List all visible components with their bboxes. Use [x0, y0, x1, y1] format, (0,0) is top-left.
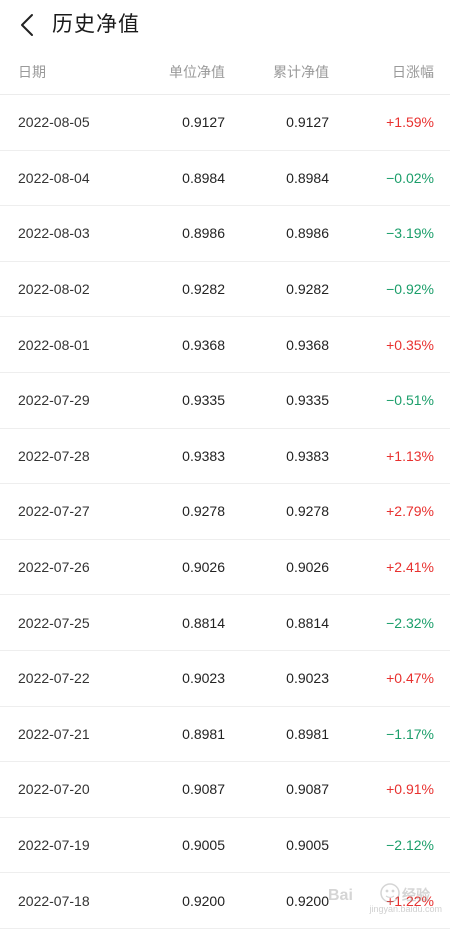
- row-date: 2022-07-26: [18, 559, 90, 576]
- row-unit-nav: 0.9200: [182, 892, 225, 909]
- row-unit-nav: 0.9282: [182, 281, 225, 298]
- row-daily-change: +0.47%: [386, 670, 434, 687]
- watermark-url: jingyan.baidu.com: [369, 904, 442, 914]
- row-date: 2022-07-18: [18, 892, 90, 909]
- row-accumulated-nav: 0.9335: [286, 392, 329, 409]
- row-accumulated-nav: 0.8984: [286, 169, 329, 186]
- row-date: 2022-07-21: [18, 725, 90, 742]
- table-row[interactable]: 2022-07-28 0.9383 0.9383 +1.13%: [0, 429, 450, 485]
- row-date: 2022-07-22: [18, 670, 90, 687]
- row-accumulated-nav: 0.9087: [286, 781, 329, 798]
- table-row[interactable]: 2022-08-02 0.9282 0.9282 −0.92%: [0, 262, 450, 318]
- row-accumulated-nav: 0.9383: [286, 447, 329, 464]
- row-unit-nav: 0.9368: [182, 336, 225, 353]
- column-header-daily-change[interactable]: 日涨幅: [392, 64, 434, 80]
- row-accumulated-nav: 0.9026: [286, 559, 329, 576]
- row-daily-change: +1.22%: [386, 892, 434, 909]
- row-daily-change: +2.79%: [386, 503, 434, 520]
- row-date: 2022-08-05: [18, 114, 90, 131]
- row-unit-nav: 0.9005: [182, 837, 225, 854]
- row-daily-change: −0.92%: [386, 281, 434, 298]
- svg-text:经验: 经验: [402, 887, 431, 903]
- svg-text:Bai: Bai: [328, 887, 353, 904]
- row-daily-change: +0.91%: [386, 781, 434, 798]
- row-accumulated-nav: 0.8986: [286, 225, 329, 242]
- row-accumulated-nav: 0.9282: [286, 281, 329, 298]
- table-header: 日期 单位净值 累计净值 日涨幅: [0, 50, 450, 95]
- table-row[interactable]: 2022-07-21 0.8981 0.8981 −1.17%: [0, 707, 450, 763]
- row-unit-nav: 0.9026: [182, 559, 225, 576]
- table-row[interactable]: 2022-07-26 0.9026 0.9026 +2.41%: [0, 540, 450, 596]
- row-daily-change: −0.51%: [386, 392, 434, 409]
- row-unit-nav: 0.9023: [182, 670, 225, 687]
- row-date: 2022-07-19: [18, 837, 90, 854]
- row-date: 2022-08-04: [18, 169, 90, 186]
- row-accumulated-nav: 0.9127: [286, 114, 329, 131]
- row-unit-nav: 0.9335: [182, 392, 225, 409]
- row-date: 2022-07-20: [18, 781, 90, 798]
- row-date: 2022-07-25: [18, 614, 90, 631]
- baidu-jingyan-watermark: Bai 经验 jingyan.baidu.com: [324, 880, 442, 914]
- column-header-date[interactable]: 日期: [18, 64, 46, 80]
- row-date: 2022-07-28: [18, 447, 90, 464]
- table-row[interactable]: 2022-07-20 0.9087 0.9087 +0.91%: [0, 762, 450, 818]
- table-row[interactable]: 2022-07-25 0.8814 0.8814 −2.32%: [0, 595, 450, 651]
- row-daily-change: +1.13%: [386, 447, 434, 464]
- row-unit-nav: 0.8814: [182, 614, 225, 631]
- row-accumulated-nav: 0.9368: [286, 336, 329, 353]
- table-row[interactable]: 2022-08-03 0.8986 0.8986 −3.19%: [0, 206, 450, 262]
- row-date: 2022-07-27: [18, 503, 90, 520]
- table-row[interactable]: 2022-07-29 0.9335 0.9335 −0.51%: [0, 373, 450, 429]
- row-date: 2022-07-29: [18, 392, 90, 409]
- row-daily-change: +1.59%: [386, 114, 434, 131]
- table-row[interactable]: 2022-07-19 0.9005 0.9005 −2.12%: [0, 818, 450, 874]
- column-header-accumulated-nav[interactable]: 累计净值: [273, 64, 329, 80]
- row-daily-change: −0.02%: [386, 169, 434, 186]
- table-row[interactable]: 2022-08-01 0.9368 0.9368 +0.35%: [0, 317, 450, 373]
- row-accumulated-nav: 0.9005: [286, 837, 329, 854]
- nav-history-list: 2022-08-05 0.9127 0.9127 +1.59% 2022-08-04 0.…: [0, 95, 450, 929]
- row-daily-change: −2.12%: [386, 837, 434, 854]
- table-row[interactable]: 2022-08-04 0.8984 0.8984 −0.02%: [0, 151, 450, 207]
- row-unit-nav: 0.8981: [182, 725, 225, 742]
- row-daily-change: +0.35%: [386, 336, 434, 353]
- top-bar: 历史净值: [0, 0, 450, 50]
- row-accumulated-nav: 0.9278: [286, 503, 329, 520]
- row-accumulated-nav: 0.9023: [286, 670, 329, 687]
- column-header-unit-nav[interactable]: 单位净值: [169, 64, 225, 80]
- row-accumulated-nav: 0.8981: [286, 725, 329, 742]
- row-unit-nav: 0.9278: [182, 503, 225, 520]
- table-row[interactable]: 2022-07-27 0.9278 0.9278 +2.79%: [0, 484, 450, 540]
- row-daily-change: −1.17%: [386, 725, 434, 742]
- row-unit-nav: 0.8986: [182, 225, 225, 242]
- back-button[interactable]: [14, 10, 40, 40]
- row-date: 2022-08-02: [18, 281, 90, 298]
- chevron-left-icon: [21, 14, 33, 36]
- row-unit-nav: 0.9383: [182, 447, 225, 464]
- page-title: 历史净值: [52, 13, 140, 36]
- row-unit-nav: 0.8984: [182, 169, 225, 186]
- row-unit-nav: 0.9127: [182, 114, 225, 131]
- row-date: 2022-08-03: [18, 225, 90, 242]
- row-daily-change: +2.41%: [386, 559, 434, 576]
- baidu-logo-icon: Bai 经验: [328, 883, 431, 904]
- row-date: 2022-08-01: [18, 336, 90, 353]
- table-row[interactable]: 2022-07-22 0.9023 0.9023 +0.47%: [0, 651, 450, 707]
- row-daily-change: −2.32%: [386, 614, 434, 631]
- row-daily-change: −3.19%: [386, 225, 434, 242]
- table-row[interactable]: 2022-08-05 0.9127 0.9127 +1.59%: [0, 95, 450, 151]
- row-accumulated-nav: 0.8814: [286, 614, 329, 631]
- row-unit-nav: 0.9087: [182, 781, 225, 798]
- row-accumulated-nav: 0.9200: [286, 892, 329, 909]
